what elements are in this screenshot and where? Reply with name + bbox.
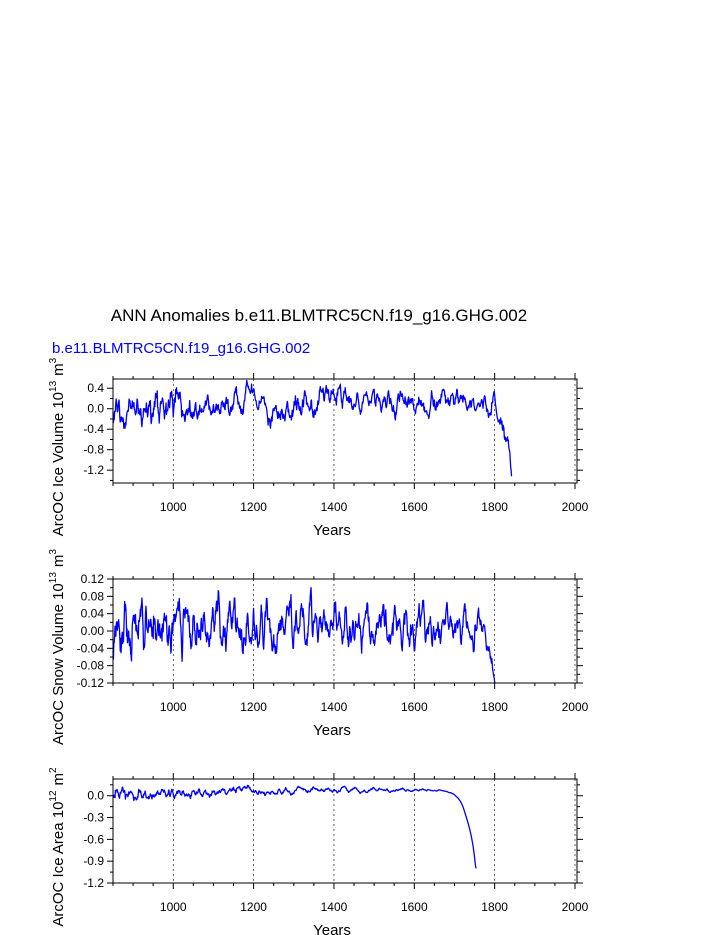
x-tick-label: 2000 <box>562 700 589 714</box>
x-tick-label: 1000 <box>160 700 187 714</box>
x-axis-title: Years <box>313 922 351 935</box>
series-line-snow-volume <box>112 587 496 684</box>
y-tick-label: 0.12 <box>81 572 105 586</box>
series-line-ice-area <box>112 784 477 869</box>
y-tick-label: 0.08 <box>81 589 105 603</box>
y-axis-title-exp: 13 <box>48 380 59 392</box>
y-axis-title-main: ArcOC Ice Area 10 <box>50 802 67 927</box>
y-axis-title-unit: m <box>50 773 67 786</box>
y-tick-label: -0.08 <box>77 659 105 673</box>
y-tick-label: -0.8 <box>83 443 104 457</box>
x-axis-title: Years <box>313 722 351 739</box>
x-tick-label: 1800 <box>481 900 508 914</box>
plot-frame <box>112 378 578 484</box>
x-tick-label: 1800 <box>481 700 508 714</box>
x-tick-label: 1200 <box>240 900 267 914</box>
x-tick-label: 1600 <box>401 500 428 514</box>
y-tick-label: -1.2 <box>83 463 104 477</box>
series-line-ice-volume <box>112 379 513 477</box>
y-tick-label: 0.00 <box>81 624 105 638</box>
panel-snow-volume: 1000 1200 1400 1600 1800 2000 0.12 0.08 0.04 0.00… <box>48 549 589 745</box>
y-axis-title-exp: 13 <box>48 572 59 584</box>
x-tick-label: 2000 <box>562 500 589 514</box>
y-tick-label: -0.3 <box>83 811 104 825</box>
y-tick-label: 0.04 <box>81 607 105 621</box>
y-tick-label: -0.04 <box>77 641 105 655</box>
x-tick-label: 1800 <box>481 500 508 514</box>
y-tick-label: 0.4 <box>87 381 104 395</box>
panel-ice-area: 1000 1200 1400 1600 1800 2000 0.0 -0.3 -0.6 -0.9 -… <box>48 767 589 935</box>
y-axis-title: ArcOC Snow Volume 1013 m3 <box>48 549 67 745</box>
y-tick-label: -0.6 <box>83 832 104 846</box>
y-tick-label: 0.0 <box>87 789 104 803</box>
x-tick-label: 1400 <box>321 900 348 914</box>
y-axis-title-unit: m <box>50 555 67 568</box>
x-tick-label: 1400 <box>321 500 348 514</box>
x-axis-title: Years <box>313 522 351 539</box>
plot-frame <box>112 778 578 884</box>
x-tick-label: 2000 <box>562 900 589 914</box>
x-tick-label: 1200 <box>240 700 267 714</box>
chart-title: ANN Anomalies b.e11.BLMTRC5CN.f19_g16.GH… <box>111 306 527 325</box>
y-axis-title-unit-exp: 3 <box>48 357 59 363</box>
y-tick-label: -0.12 <box>77 676 105 690</box>
panel-ice-volume: 1000 1200 1400 1600 1800 2000 0.4 0.0 -0.4 -0.8 -1… <box>48 357 589 539</box>
y-tick-label: 0.0 <box>87 402 104 416</box>
y-axis-title: ArcOC Ice Volume 1013 m3 <box>48 357 67 536</box>
x-tick-label: 1600 <box>401 900 428 914</box>
y-axis-title-unit-exp: 2 <box>48 767 59 773</box>
x-tick-label: 1000 <box>160 900 187 914</box>
y-axis-title-exp: 12 <box>48 790 59 802</box>
x-tick-label: 1000 <box>160 500 187 514</box>
y-axis-title-main: ArcOC Ice Volume 10 <box>50 392 67 536</box>
x-tick-label: 1600 <box>401 700 428 714</box>
y-tick-label: -1.2 <box>83 876 104 890</box>
chart-subtitle: b.e11.BLMTRC5CN.f19_g16.GHG.002 <box>52 340 310 357</box>
y-axis-title: ArcOC Ice Area 1012 m2 <box>48 767 67 927</box>
y-axis-title-main: ArcOC Snow Volume 10 <box>50 583 67 745</box>
y-axis-title-unit: m <box>50 363 67 376</box>
x-tick-label: 1400 <box>321 700 348 714</box>
y-tick-label: -0.4 <box>83 422 104 436</box>
x-tick-label: 1200 <box>240 500 267 514</box>
y-tick-label: -0.9 <box>83 854 104 868</box>
y-axis-title-unit-exp: 3 <box>48 549 59 555</box>
